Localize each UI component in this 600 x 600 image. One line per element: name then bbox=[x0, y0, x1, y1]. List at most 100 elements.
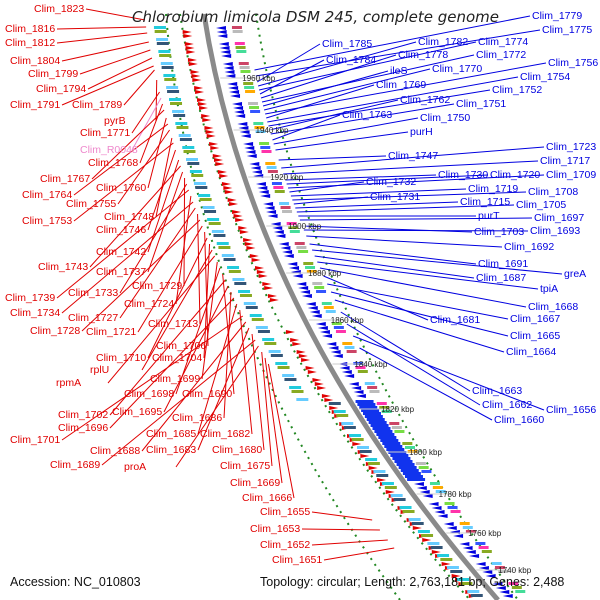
right-gene-label[interactable]: Clim_1772 bbox=[476, 49, 526, 61]
right-gene-label[interactable]: Clim_1747 bbox=[388, 150, 438, 162]
right-gene-label[interactable]: Clim_1720 bbox=[490, 169, 540, 181]
right-gene-label[interactable]: Clim_1664 bbox=[506, 346, 556, 358]
left-gene-label[interactable]: rplU bbox=[90, 364, 109, 376]
right-gene-label[interactable]: Clim_1703 bbox=[474, 226, 524, 238]
right-gene-label[interactable]: Clim_1715 bbox=[460, 196, 510, 208]
left-gene-label[interactable]: Clim_1652 bbox=[260, 539, 310, 551]
left-gene-label[interactable]: Clim_1727 bbox=[68, 312, 118, 324]
left-gene-label[interactable]: Clim_1753 bbox=[22, 215, 72, 227]
left-gene-label[interactable]: Clim_1710 bbox=[96, 352, 146, 364]
right-gene-label[interactable]: Clim_1763 bbox=[342, 109, 392, 121]
left-gene-label[interactable]: Clim_1760 bbox=[96, 182, 146, 194]
right-gene-label[interactable]: Clim_1750 bbox=[420, 112, 470, 124]
right-gene-label[interactable]: Clim_1717 bbox=[540, 155, 590, 167]
right-gene-label[interactable]: Clim_1705 bbox=[516, 199, 566, 211]
left-gene-label[interactable]: Clim_R0048 bbox=[80, 144, 138, 156]
right-gene-label[interactable]: Clim_1751 bbox=[456, 98, 506, 110]
left-gene-label[interactable]: Clim_1688 bbox=[90, 445, 140, 457]
right-gene-label[interactable]: Clim_1779 bbox=[532, 10, 582, 22]
left-gene-label[interactable]: Clim_1729 bbox=[132, 280, 182, 292]
left-gene-label[interactable]: Clim_1682 bbox=[200, 428, 250, 440]
left-gene-label[interactable]: Clim_1721 bbox=[86, 326, 136, 338]
left-gene-label[interactable]: Clim_1683 bbox=[146, 444, 196, 456]
right-gene-label[interactable]: Clim_1754 bbox=[520, 71, 570, 83]
left-gene-label[interactable]: Clim_1680 bbox=[212, 444, 262, 456]
right-gene-label[interactable]: Clim_1656 bbox=[546, 404, 596, 416]
right-gene-label[interactable]: Clim_1692 bbox=[504, 241, 554, 253]
left-gene-label[interactable]: Clim_1702 bbox=[58, 409, 108, 421]
right-gene-label[interactable]: Clim_1752 bbox=[492, 84, 542, 96]
right-gene-label[interactable]: Clim_1665 bbox=[510, 330, 560, 342]
right-gene-label[interactable]: Clim_1723 bbox=[546, 141, 596, 153]
right-gene-label[interactable]: Clim_1691 bbox=[478, 258, 528, 270]
left-gene-label[interactable]: Clim_1689 bbox=[50, 459, 100, 471]
right-gene-label[interactable]: tpiA bbox=[540, 283, 558, 295]
left-gene-label[interactable]: Clim_1746 bbox=[96, 224, 146, 236]
left-gene-label[interactable]: Clim_1764 bbox=[22, 189, 72, 201]
left-gene-label[interactable]: Clim_1706 bbox=[156, 340, 206, 352]
left-gene-label[interactable]: Clim_1737 bbox=[96, 266, 146, 278]
right-gene-label[interactable]: Clim_1769 bbox=[376, 79, 426, 91]
left-gene-label[interactable]: Clim_1713 bbox=[148, 318, 198, 330]
left-gene-label[interactable]: Clim_1675 bbox=[220, 460, 270, 472]
right-gene-label[interactable]: Clim_1782 bbox=[418, 36, 468, 48]
right-gene-label[interactable]: Clim_1778 bbox=[398, 49, 448, 61]
left-gene-label[interactable]: Clim_1733 bbox=[68, 287, 118, 299]
right-gene-label[interactable]: Clim_1784 bbox=[326, 54, 376, 66]
left-gene-label[interactable]: Clim_1666 bbox=[242, 492, 292, 504]
left-gene-label[interactable]: Clim_1704 bbox=[152, 352, 202, 364]
left-gene-label[interactable]: Clim_1743 bbox=[38, 261, 88, 273]
left-gene-label[interactable]: Clim_1655 bbox=[260, 506, 310, 518]
left-gene-label[interactable]: Clim_1701 bbox=[10, 434, 60, 446]
right-gene-label[interactable]: Clim_1662 bbox=[482, 399, 532, 411]
left-gene-label[interactable]: Clim_1794 bbox=[36, 83, 86, 95]
right-gene-label[interactable]: Clim_1708 bbox=[528, 186, 578, 198]
left-gene-label[interactable]: Clim_1690 bbox=[182, 388, 232, 400]
left-gene-label[interactable]: Clim_1669 bbox=[230, 477, 280, 489]
left-gene-label[interactable]: Clim_1804 bbox=[10, 55, 60, 67]
left-gene-label[interactable]: Clim_1686 bbox=[172, 412, 222, 424]
right-gene-label[interactable]: Clim_1762 bbox=[400, 94, 450, 106]
left-gene-label[interactable]: proA bbox=[124, 461, 146, 473]
right-gene-label[interactable]: Clim_1775 bbox=[542, 24, 592, 36]
right-gene-label[interactable]: Clim_1785 bbox=[322, 38, 372, 50]
right-gene-label[interactable]: Clim_1660 bbox=[494, 414, 544, 426]
left-gene-label[interactable]: Clim_1739 bbox=[5, 292, 55, 304]
right-gene-label[interactable]: Clim_1732 bbox=[366, 176, 416, 188]
right-gene-label[interactable]: Clim_1697 bbox=[534, 212, 584, 224]
right-gene-label[interactable]: ileS bbox=[390, 65, 408, 77]
left-gene-label[interactable]: Clim_1653 bbox=[250, 523, 300, 535]
right-gene-label[interactable]: Clim_1709 bbox=[546, 169, 596, 181]
right-gene-label[interactable]: Clim_1774 bbox=[478, 36, 528, 48]
left-gene-label[interactable]: Clim_1734 bbox=[10, 307, 60, 319]
left-gene-label[interactable]: Clim_1816 bbox=[5, 23, 55, 35]
right-gene-label[interactable]: Clim_1730 bbox=[438, 169, 488, 181]
right-gene-label[interactable]: Clim_1731 bbox=[370, 191, 420, 203]
right-gene-label[interactable]: purH bbox=[410, 126, 433, 138]
left-gene-label[interactable]: Clim_1651 bbox=[272, 554, 322, 566]
left-gene-label[interactable]: Clim_1699 bbox=[150, 373, 200, 385]
left-gene-label[interactable]: Clim_1791 bbox=[10, 99, 60, 111]
right-gene-label[interactable]: Clim_1719 bbox=[468, 183, 518, 195]
left-gene-label[interactable]: Clim_1696 bbox=[58, 422, 108, 434]
right-gene-label[interactable]: Clim_1667 bbox=[510, 313, 560, 325]
left-gene-label[interactable]: Clim_1698 bbox=[124, 388, 174, 400]
left-gene-label[interactable]: Clim_1748 bbox=[104, 211, 154, 223]
left-gene-label[interactable]: Clim_1771 bbox=[80, 127, 130, 139]
right-gene-label[interactable]: purT bbox=[478, 210, 500, 222]
right-gene-label[interactable]: Clim_1681 bbox=[430, 314, 480, 326]
right-gene-label[interactable]: Clim_1668 bbox=[528, 301, 578, 313]
left-gene-label[interactable]: Clim_1728 bbox=[30, 325, 80, 337]
left-gene-label[interactable]: Clim_1799 bbox=[28, 68, 78, 80]
right-gene-label[interactable]: Clim_1687 bbox=[476, 272, 526, 284]
right-gene-label[interactable]: Clim_1756 bbox=[548, 57, 598, 69]
right-gene-label[interactable]: Clim_1663 bbox=[472, 385, 522, 397]
left-gene-label[interactable]: Clim_1685 bbox=[146, 428, 196, 440]
left-gene-label[interactable]: Clim_1789 bbox=[72, 99, 122, 111]
left-gene-label[interactable]: rpmA bbox=[56, 377, 81, 389]
left-gene-label[interactable]: pyrB bbox=[104, 115, 126, 127]
left-gene-label[interactable]: Clim_1823 bbox=[34, 3, 84, 15]
left-gene-label[interactable]: Clim_1695 bbox=[112, 406, 162, 418]
left-gene-label[interactable]: Clim_1742 bbox=[96, 246, 146, 258]
left-gene-label[interactable]: Clim_1767 bbox=[40, 173, 90, 185]
